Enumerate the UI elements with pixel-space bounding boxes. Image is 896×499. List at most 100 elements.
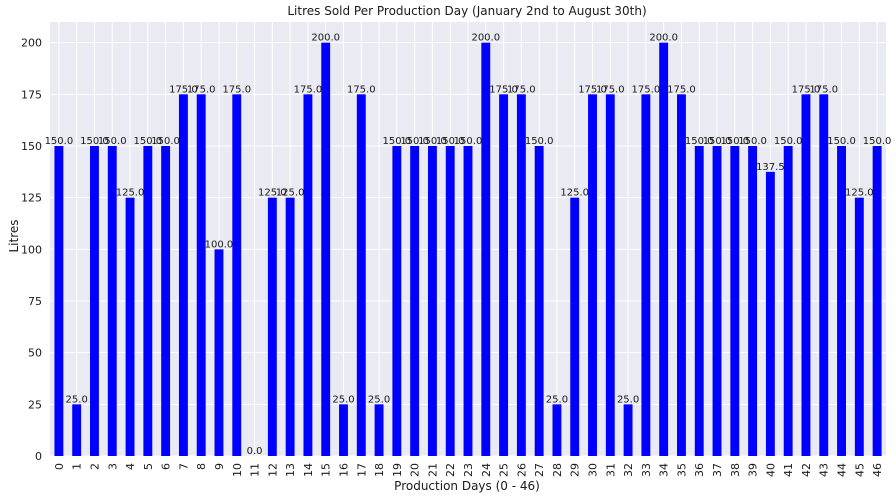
x-tick-label: 36 xyxy=(693,463,706,477)
bar xyxy=(427,146,437,456)
bar xyxy=(534,146,544,456)
x-tick-label: 19 xyxy=(391,463,404,477)
x-tick-label: 39 xyxy=(747,463,760,477)
bar xyxy=(125,197,135,456)
bar xyxy=(694,146,704,456)
bars xyxy=(54,42,882,457)
bar-value-label: 25.0 xyxy=(617,394,639,405)
x-tick-label: 24 xyxy=(480,463,493,477)
bar-value-label: 175.0 xyxy=(222,84,251,95)
bar-value-label: 175.0 xyxy=(809,84,838,95)
bar-value-label: 175.0 xyxy=(792,84,821,95)
x-tick-label: 46 xyxy=(871,463,884,477)
x-tick-label: 10 xyxy=(231,463,244,477)
bar-value-label: 150.0 xyxy=(703,136,732,147)
bar-value-label: 150.0 xyxy=(80,136,109,147)
bar-value-label: 125.0 xyxy=(258,188,287,199)
bar xyxy=(321,42,331,457)
y-tick-label: 125 xyxy=(21,192,42,205)
bar-value-label: 150.0 xyxy=(400,136,429,147)
bar-value-label: 150.0 xyxy=(685,136,714,147)
bar-value-label: 150.0 xyxy=(151,136,180,147)
bar-value-label: 25.0 xyxy=(332,394,354,405)
bar-value-label: 150.0 xyxy=(418,136,447,147)
bar xyxy=(463,146,473,456)
bar xyxy=(161,146,171,456)
bar xyxy=(90,146,99,456)
bar-value-label: 25.0 xyxy=(66,394,88,405)
bar-value-label: 175.0 xyxy=(169,84,198,95)
bar xyxy=(801,94,811,456)
x-tick-label: 26 xyxy=(515,463,528,477)
x-tick-label: 21 xyxy=(426,463,439,477)
x-tick-label: 5 xyxy=(142,463,155,470)
data-labels: 150.025.0150.0150.0125.0150.0150.0175.01… xyxy=(45,33,892,457)
bar-value-label: 150.0 xyxy=(454,136,483,147)
x-tick-label: 7 xyxy=(177,463,190,470)
bar-value-label: 175.0 xyxy=(187,84,216,95)
bar xyxy=(659,42,669,457)
bar-value-label: 200.0 xyxy=(471,33,500,44)
bar xyxy=(143,146,153,456)
bar-value-label: 175.0 xyxy=(632,84,661,95)
bar xyxy=(641,94,651,456)
x-tick-label: 32 xyxy=(622,463,635,477)
bar-value-label: 150.0 xyxy=(436,136,465,147)
x-tick-label: 18 xyxy=(373,463,386,477)
bar xyxy=(499,94,509,456)
x-tick-label: 16 xyxy=(337,463,350,477)
bar-value-label: 200.0 xyxy=(649,33,678,44)
y-tick-label: 100 xyxy=(21,243,42,256)
y-axis-label: Litres xyxy=(7,219,21,252)
bar-value-label: 125.0 xyxy=(276,188,305,199)
x-tick-label: 17 xyxy=(355,463,368,477)
bar xyxy=(54,146,64,456)
x-tick-label: 38 xyxy=(729,463,742,477)
bar-value-label: 150.0 xyxy=(720,136,749,147)
bar xyxy=(481,42,491,457)
bar-value-label: 125.0 xyxy=(845,188,874,199)
x-tick-label: 4 xyxy=(124,463,137,470)
x-tick-label: 28 xyxy=(551,463,564,477)
bar xyxy=(339,404,348,456)
chart-title: Litres Sold Per Production Day (January … xyxy=(287,4,646,18)
bar xyxy=(178,94,188,456)
x-tick-label: 43 xyxy=(818,463,831,477)
bar xyxy=(445,146,455,456)
x-tick-label: 20 xyxy=(409,463,422,477)
bar xyxy=(819,94,829,456)
x-tick-label: 25 xyxy=(498,463,511,477)
x-tick-label: 34 xyxy=(658,463,671,477)
bar-value-label: 150.0 xyxy=(525,136,554,147)
x-tick-label: 29 xyxy=(569,463,582,477)
y-tick-label: 200 xyxy=(21,37,42,50)
bar xyxy=(356,94,366,456)
x-tick-label: 11 xyxy=(249,463,262,477)
bar xyxy=(410,146,420,456)
x-tick-label: 6 xyxy=(160,463,173,470)
bar-value-label: 150.0 xyxy=(45,136,74,147)
bar xyxy=(303,94,313,456)
y-tick-label: 25 xyxy=(28,398,42,411)
x-tick-label: 40 xyxy=(764,463,777,477)
x-tick-label: 1 xyxy=(71,463,84,470)
bar xyxy=(516,94,526,456)
x-tick-label: 44 xyxy=(836,463,849,477)
bar-value-label: 175.0 xyxy=(667,84,696,95)
bar xyxy=(605,94,615,456)
bar xyxy=(107,146,117,456)
x-axis-label: Production Days (0 - 46) xyxy=(394,479,540,493)
bar xyxy=(712,146,722,456)
bar-value-label: 150.0 xyxy=(383,136,412,147)
bar-value-label: 0.0 xyxy=(247,446,263,457)
x-tick-label: 0 xyxy=(53,463,66,470)
bar-value-label: 150.0 xyxy=(774,136,803,147)
bar-value-label: 100.0 xyxy=(205,239,234,250)
bar-value-label: 150.0 xyxy=(134,136,163,147)
bar-value-label: 125.0 xyxy=(116,188,145,199)
bar xyxy=(285,197,295,456)
bar xyxy=(623,404,633,456)
bar xyxy=(837,146,846,456)
bar xyxy=(232,94,242,456)
x-tick-label: 31 xyxy=(604,463,617,477)
